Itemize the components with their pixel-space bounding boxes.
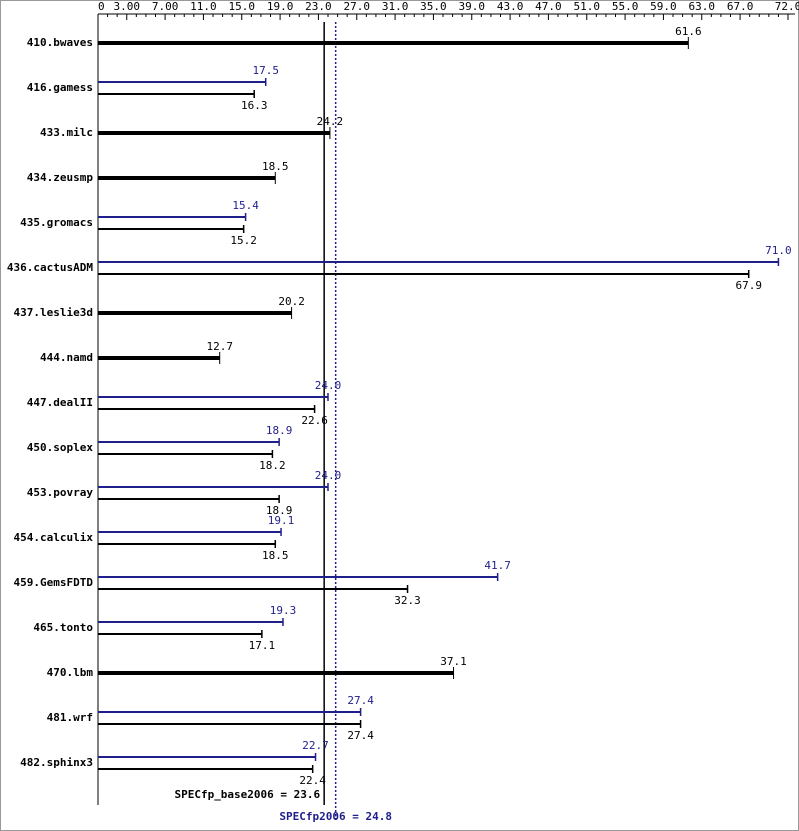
base-value-label: 17.1	[249, 639, 276, 652]
base-value-label: 27.4	[347, 729, 374, 742]
x-tick-label: 55.0	[612, 0, 639, 13]
x-tick-label: 35.0	[420, 0, 447, 13]
reference-label: SPECfp_base2006 = 23.6	[174, 788, 320, 801]
peak-value-label: 22.7	[302, 739, 329, 752]
x-tick-label: 43.0	[497, 0, 524, 13]
base-value-label: 61.6	[675, 25, 702, 38]
benchmark-label: 434.zeusmp	[27, 171, 94, 184]
peak-value-label: 24.0	[315, 469, 342, 482]
benchmark-label: 433.milc	[40, 126, 93, 139]
base-value-label: 67.9	[735, 279, 762, 292]
x-tick-label: 51.0	[574, 0, 601, 13]
x-tick-label: 27.0	[344, 0, 371, 13]
benchmark-label: 465.tonto	[33, 621, 93, 634]
base-value-label: 18.9	[266, 504, 293, 517]
reference-label: SPECfp2006 = 24.8	[279, 810, 392, 823]
benchmark-label: 482.sphinx3	[20, 756, 93, 769]
benchmark-label: 481.wrf	[47, 711, 93, 724]
x-tick-label: 63.0	[689, 0, 716, 13]
benchmark-label: 416.gamess	[27, 81, 93, 94]
peak-value-label: 19.1	[268, 514, 295, 527]
benchmark-label: 437.leslie3d	[14, 306, 93, 319]
base-value-label: 12.7	[206, 340, 233, 353]
peak-value-label: 19.3	[270, 604, 297, 617]
x-tick-label: 72.0	[775, 0, 799, 13]
x-tick-label: 3.00	[114, 0, 141, 13]
base-value-label: 18.5	[262, 160, 289, 173]
x-tick-label: 31.0	[382, 0, 409, 13]
base-value-label: 24.2	[317, 115, 344, 128]
x-tick-label: 59.0	[650, 0, 677, 13]
peak-value-label: 27.4	[347, 694, 374, 707]
peak-value-label: 24.0	[315, 379, 342, 392]
benchmark-label: 450.soplex	[27, 441, 94, 454]
base-value-label: 18.2	[259, 459, 286, 472]
x-tick-label: 7.00	[152, 0, 179, 13]
peak-value-label: 17.5	[252, 64, 279, 77]
base-value-label: 22.6	[301, 414, 328, 427]
base-value-label: 22.4	[299, 774, 326, 787]
x-tick-label: 0	[98, 0, 105, 13]
benchmark-label: 453.povray	[27, 486, 94, 499]
benchmark-label: 444.namd	[40, 351, 93, 364]
base-value-label: 15.2	[230, 234, 257, 247]
benchmark-label: 447.dealII	[27, 396, 93, 409]
peak-value-label: 15.4	[232, 199, 259, 212]
benchmark-label: 435.gromacs	[20, 216, 93, 229]
x-tick-label: 19.0	[267, 0, 294, 13]
x-tick-label: 15.0	[229, 0, 256, 13]
x-tick-label: 23.0	[305, 0, 332, 13]
x-tick-label: 39.0	[459, 0, 486, 13]
benchmark-label: 459.GemsFDTD	[14, 576, 94, 589]
base-value-label: 18.5	[262, 549, 289, 562]
base-value-label: 20.2	[278, 295, 305, 308]
base-value-label: 16.3	[241, 99, 268, 112]
base-value-label: 37.1	[440, 655, 467, 668]
base-value-label: 32.3	[394, 594, 421, 607]
peak-value-label: 41.7	[484, 559, 511, 572]
peak-value-label: 71.0	[765, 244, 792, 257]
x-tick-label: 67.0	[727, 0, 754, 13]
x-tick-label: 47.0	[535, 0, 562, 13]
benchmark-label: 410.bwaves	[27, 36, 93, 49]
benchmark-label: 454.calculix	[14, 531, 94, 544]
benchmark-label: 470.lbm	[47, 666, 94, 679]
benchmark-label: 436.cactusADM	[7, 261, 93, 274]
x-tick-label: 11.0	[190, 0, 217, 13]
peak-value-label: 18.9	[266, 424, 293, 437]
